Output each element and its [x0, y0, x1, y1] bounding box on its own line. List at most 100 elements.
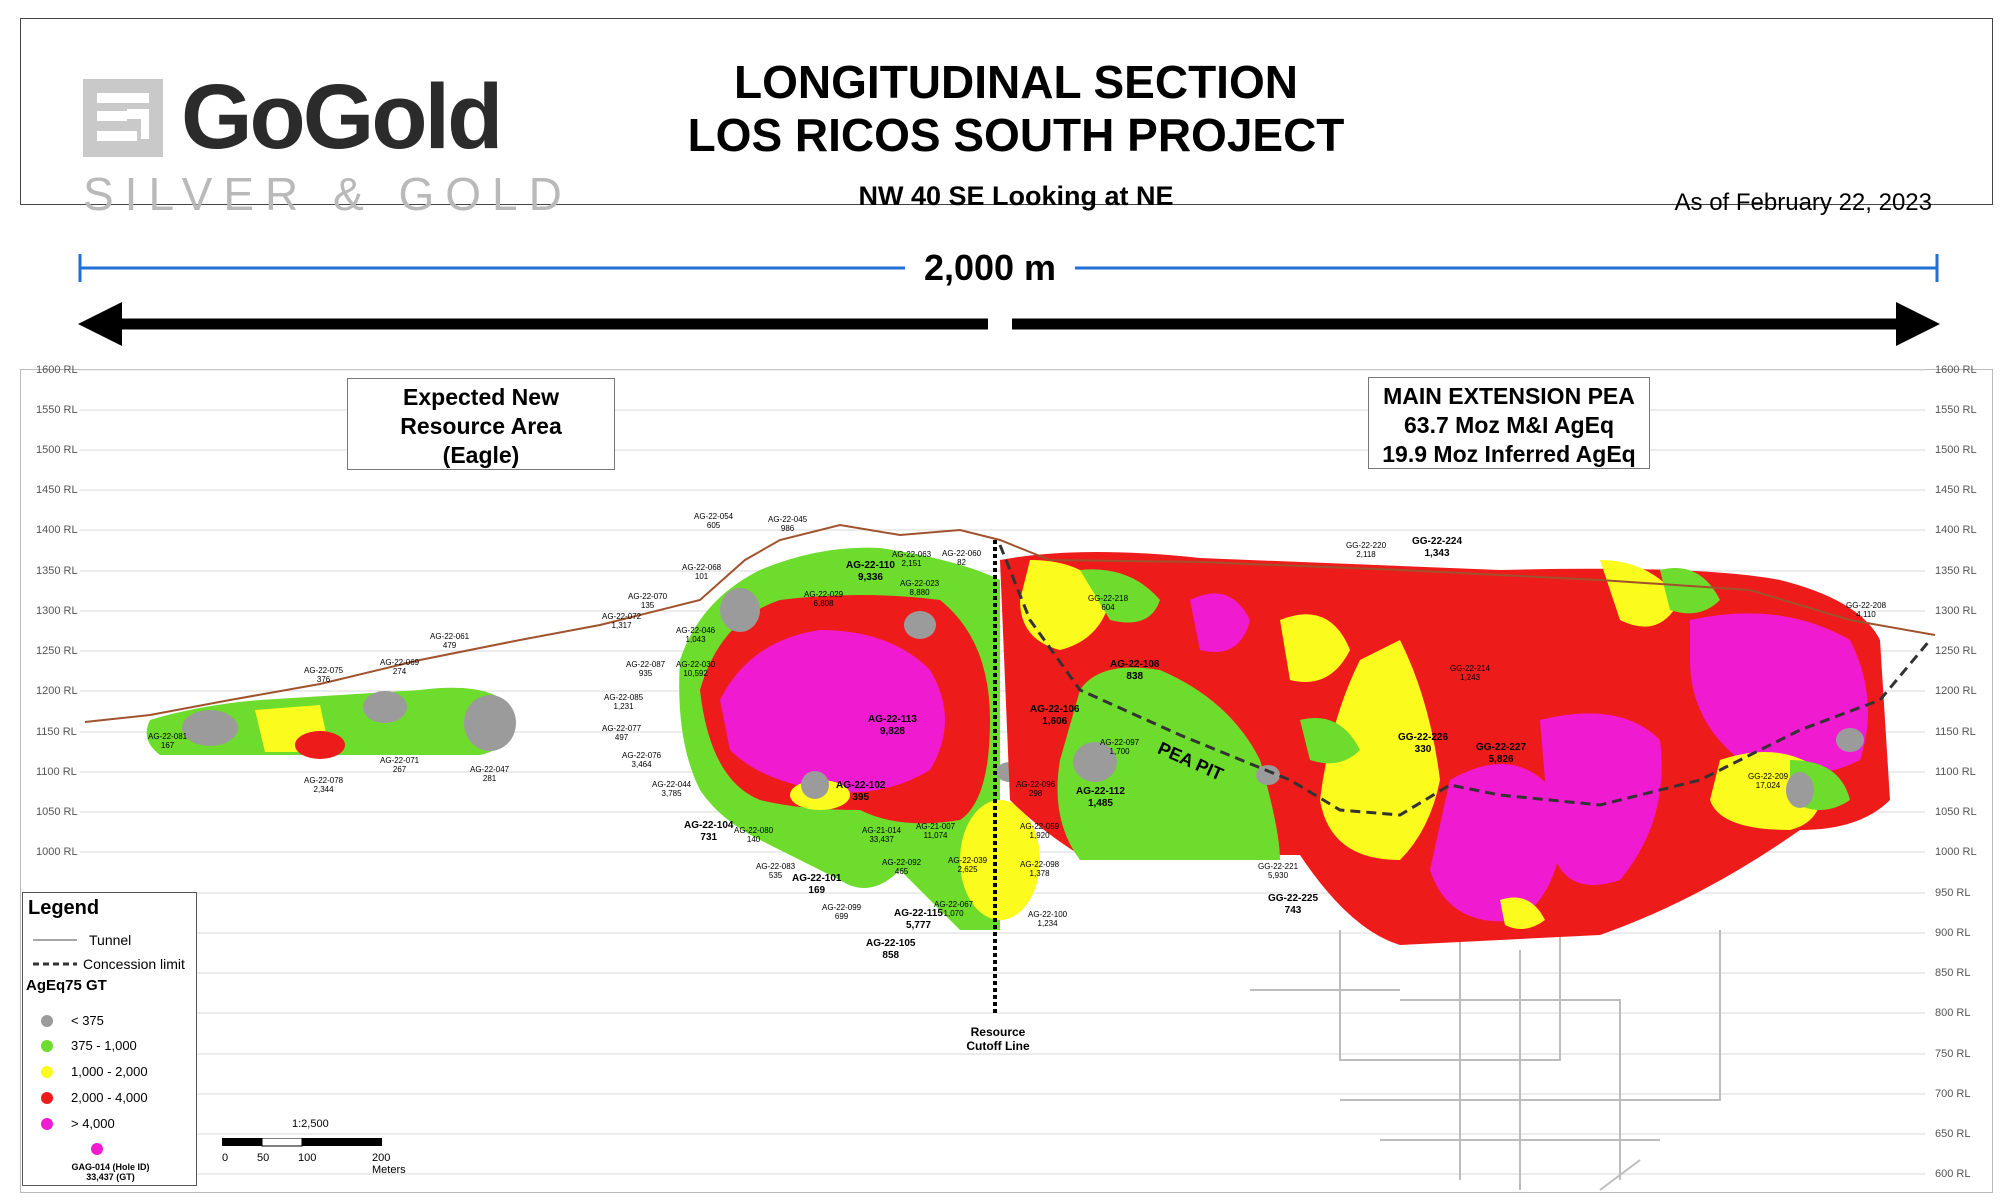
rl-label: 1400 RL	[36, 524, 78, 536]
eagle-area-line1: Expected New	[403, 384, 559, 410]
scale-tick-0: 0	[222, 1152, 229, 1164]
main-extension-zone	[1000, 551, 1890, 945]
rl-label: 1550 RL	[1935, 404, 1977, 416]
drill-hole-label: AG-22-085 1,231	[604, 693, 643, 711]
drill-hole-gt: 2,625	[957, 865, 978, 875]
rl-label: 1050 RL	[1935, 806, 1977, 818]
drill-hole-label: AG-22-100 1,234	[1028, 910, 1067, 928]
rl-label: 950 RL	[1935, 887, 1971, 899]
drill-hole-gt: 298	[1028, 789, 1043, 799]
drill-hole-label: AG-22-104 731	[684, 820, 733, 843]
main-gray-zone-3	[1836, 728, 1864, 752]
drill-hole-gt: 2,344	[313, 785, 334, 795]
legend-class-label: > 4,000	[71, 1116, 115, 1131]
drill-hole-gt: 731	[700, 831, 718, 843]
eagle-red-zone	[295, 731, 345, 759]
drill-hole-label: GG-22-220 2,118	[1346, 541, 1386, 559]
drill-hole-label: AG-22-115 5,777	[894, 908, 943, 931]
drill-hole-id: GG-22-221	[1258, 862, 1299, 871]
eagle-green-zone	[146, 687, 516, 755]
rl-label: 1600 RL	[36, 364, 78, 376]
rl-label: 650 RL	[1935, 1128, 1971, 1140]
drill-hole-id: GG-22-224	[1412, 536, 1463, 547]
drill-hole-label: AG-22-069 274	[380, 658, 419, 676]
drill-hole-gt: 330	[1414, 743, 1432, 755]
drill-hole-gt: 5,826	[1488, 753, 1514, 765]
main-yellow-zone-6	[1500, 897, 1545, 929]
drill-hole-id: AG-22-113	[868, 714, 917, 725]
drill-hole-id: GG-22-209	[1748, 772, 1789, 781]
drill-hole-label: AG-22-044 3,785	[652, 780, 691, 798]
page-subtitle: NW 40 SE Looking at NE	[858, 181, 1174, 211]
drill-hole-id: GG-22-220	[1346, 541, 1387, 550]
main-magenta-zone-2	[1430, 764, 1562, 922]
drill-hole-id: AG-22-077	[602, 724, 642, 733]
page-title-line2: LOS RICOS SOUTH PROJECT	[687, 109, 1345, 161]
main-green-zone-4	[1300, 718, 1360, 764]
pea-area-line1: MAIN EXTENSION PEA	[1383, 383, 1635, 409]
legend-example-id: GAG-014 (Hole ID)	[71, 1162, 150, 1172]
drill-hole-id: AG-22-063	[892, 550, 932, 559]
legend-heading: AgEq75 GT	[26, 977, 107, 994]
drill-hole-label: AG-22-030 10,592	[676, 660, 715, 678]
cutoff-label-line2: Cutoff Line	[966, 1039, 1030, 1054]
drill-hole-gt: 935	[638, 669, 653, 679]
ag-zone	[679, 547, 1040, 930]
drill-hole-label: GG-22-226 330	[1398, 732, 1448, 755]
drill-hole-label: GG-22-224 1,343	[1412, 536, 1462, 559]
rl-label: 1400 RL	[1935, 524, 1977, 536]
drill-hole-label: AG-22-075 376	[304, 666, 343, 684]
drill-hole-label: AG-22-092 465	[882, 858, 921, 876]
drill-hole-label: AG-22-047 281	[470, 765, 509, 783]
main-gray-zone-4	[1256, 765, 1280, 785]
drill-hole-label: AG-22-108 838	[1110, 659, 1159, 682]
drill-hole-label: AG-22-080 140	[734, 826, 773, 844]
drill-hole-label: AG-22-067 1,070	[934, 900, 973, 918]
scale-tick-50: 50	[257, 1152, 270, 1164]
drill-hole-label: AG-22-070 135	[628, 592, 667, 610]
rl-label: 800 RL	[1935, 1007, 1971, 1019]
drill-hole-label: AG-22-045 986	[768, 515, 807, 533]
rl-label: 1000 RL	[36, 846, 78, 858]
drill-hole-id: AG-22-023	[900, 579, 940, 588]
drill-hole-gt: 10,592	[683, 669, 708, 679]
eagle-gray-zone-3	[464, 695, 516, 751]
legend-concession-label: Concession limit	[83, 956, 185, 972]
eagle-gray-zone-2	[363, 691, 407, 723]
drill-hole-gt: 1,070	[943, 909, 964, 919]
rl-label: 1300 RL	[1935, 605, 1977, 617]
drill-hole-gt: 274	[392, 667, 407, 677]
rl-label: 1150 RL	[36, 726, 77, 738]
logo-wordmark: GoGold	[181, 66, 503, 168]
drill-hole-id: AG-22-045	[768, 515, 808, 524]
legend-tunnel-label: Tunnel	[89, 932, 132, 948]
drill-hole-label: AG-22-063 2,151	[892, 550, 931, 568]
drill-hole-label: AG-22-054 605	[694, 512, 733, 530]
black-arrow-right-head	[1896, 302, 1940, 346]
pea-area-box: MAIN EXTENSION PEA 63.7 Moz M&I AgEq 19.…	[1368, 377, 1650, 469]
drill-hole-label: AG-22-101 169	[792, 873, 841, 896]
drill-hole-id: AG-22-100	[1028, 910, 1068, 919]
drill-hole-id: AG-22-105	[866, 938, 916, 949]
drill-hole-id: AG-22-061	[430, 632, 470, 641]
eagle-gray-zone-1	[182, 710, 238, 746]
drill-hole-gt: 140	[746, 835, 761, 845]
drill-hole-id: AG-22-085	[604, 693, 644, 702]
header-box: GoGold SILVER & GOLD LONGITUDINAL SECTIO…	[20, 18, 1993, 217]
drill-hole-label: AG-22-098 1,378	[1020, 860, 1059, 878]
drill-hole-id: AG-22-081	[148, 732, 188, 741]
drill-hole-gt: 497	[614, 733, 629, 743]
rl-label: 1100 RL	[1935, 766, 1976, 778]
scale-tick-100: 100	[298, 1152, 317, 1164]
drill-hole-label: AG-22-060 82	[942, 549, 981, 567]
drill-hole-label: GG-22-214 1,243	[1450, 664, 1490, 682]
rl-label: 1500 RL	[36, 444, 78, 456]
drill-hole-id: AG-22-039	[948, 856, 988, 865]
drill-hole-gt: 1,231	[613, 702, 634, 712]
scale-tick-200: 200 Meters	[372, 1152, 406, 1176]
scale-ratio: 1:2,500	[292, 1118, 329, 1130]
drill-hole-id: AG-22-059	[1020, 822, 1060, 831]
legend-example-hole-dot	[91, 1143, 103, 1155]
drill-hole-label: GG-22-227 5,826	[1476, 742, 1526, 765]
rl-label: 900 RL	[1935, 927, 1971, 939]
